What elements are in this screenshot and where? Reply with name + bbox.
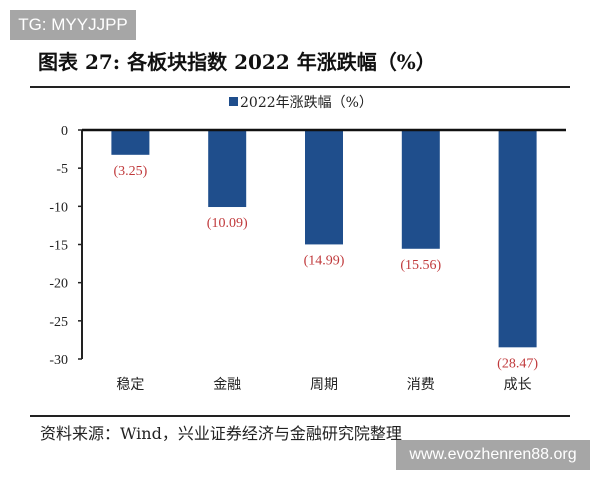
data-label: (14.99) xyxy=(304,253,345,268)
bar xyxy=(498,130,537,348)
source-note: 资料来源：Wind，兴业证券经济与金融研究院整理 xyxy=(40,424,402,443)
bar xyxy=(305,130,343,245)
title-divider xyxy=(30,86,570,88)
y-tick-label: -10 xyxy=(49,200,68,215)
x-tick-label: 周期 xyxy=(310,377,338,393)
y-tick-label: -25 xyxy=(49,315,68,330)
x-tick-label: 消费 xyxy=(407,377,435,393)
bar xyxy=(401,130,440,249)
y-tick-label: -30 xyxy=(49,353,68,368)
chart-title: 图表 27: 各板块指数 2022 年涨跌幅（%） xyxy=(38,50,436,74)
x-tick-label: 稳定 xyxy=(116,377,144,393)
y-tick-label: -15 xyxy=(49,239,68,254)
y-tick-label: 0 xyxy=(61,124,68,139)
y-tick-label: -20 xyxy=(49,277,68,292)
bar xyxy=(111,130,150,155)
watermark-top: TG: MYYJJPP xyxy=(10,10,136,40)
legend-label: 2022年涨跌幅（%） xyxy=(240,95,373,111)
data-label: (28.47) xyxy=(497,356,538,371)
x-tick-label: 金融 xyxy=(213,377,241,393)
bar xyxy=(208,130,247,208)
data-label: (10.09) xyxy=(207,216,248,231)
data-label: (15.56) xyxy=(400,258,441,273)
source-divider xyxy=(30,415,570,417)
y-tick-label: -5 xyxy=(56,162,68,177)
data-label: (3.25) xyxy=(113,164,147,179)
watermark-bottom: www.evozhenren88.org xyxy=(396,440,590,470)
x-tick-label: 成长 xyxy=(504,377,532,393)
legend-swatch xyxy=(229,97,238,106)
